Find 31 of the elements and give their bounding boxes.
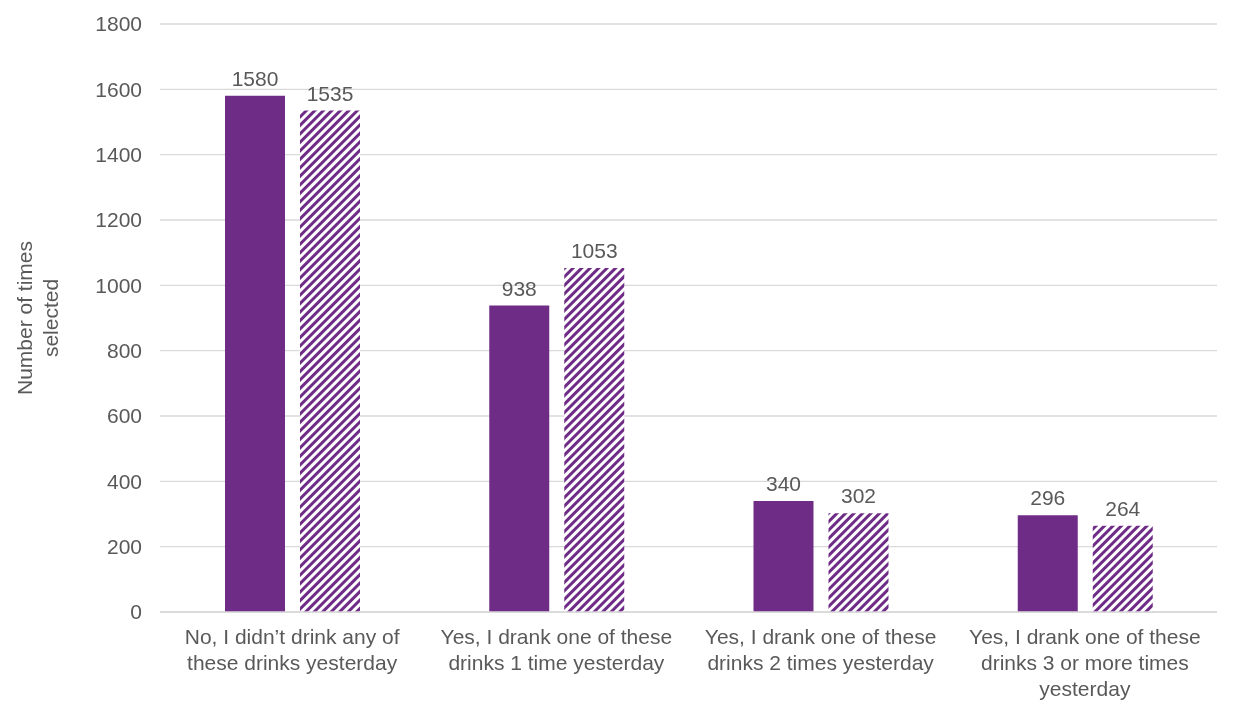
data-label: 340: [765, 471, 802, 495]
data-label: 264: [1105, 496, 1141, 520]
bar: [1092, 525, 1153, 612]
data-label: 1535: [306, 81, 354, 105]
bar: [753, 500, 814, 612]
data-label: 1580: [231, 66, 279, 90]
y-tick-label: 400: [106, 469, 142, 493]
x-tick-label: Yes, I drank one of these drinks 3 or more times yesterday: [969, 625, 1201, 700]
y-tick-label: 600: [106, 404, 142, 428]
bar: [489, 305, 550, 612]
bar: [1017, 515, 1078, 612]
bar: [564, 268, 625, 612]
y-tick-label: 200: [106, 535, 142, 559]
data-label: 1053: [570, 239, 618, 263]
data-label: 302: [840, 484, 877, 508]
data-label: 938: [501, 276, 537, 300]
y-tick-label: 1600: [95, 77, 142, 101]
y-axis-title: Number of times selected: [13, 240, 62, 396]
y-tick-label: 1400: [95, 143, 142, 167]
y-tick-label: 1000: [95, 273, 142, 297]
y-tick-label: 1200: [95, 208, 142, 232]
bar: [828, 513, 889, 612]
data-label: 296: [1030, 486, 1066, 510]
x-tick-label: Yes, I drank one of these drinks 1 time yesterday: [440, 625, 673, 674]
y-tick-label: 0: [130, 600, 142, 624]
y-tick-label: 800: [106, 339, 142, 363]
bar: [225, 95, 285, 612]
y-tick-label: 1800: [95, 12, 142, 36]
x-tick-label: No, I didn’t drink any of these drinks yesterday: [184, 625, 400, 674]
x-tick-label: Yes, I drank one of these drinks 2 times yesterday: [704, 625, 937, 674]
bar: [300, 110, 360, 612]
